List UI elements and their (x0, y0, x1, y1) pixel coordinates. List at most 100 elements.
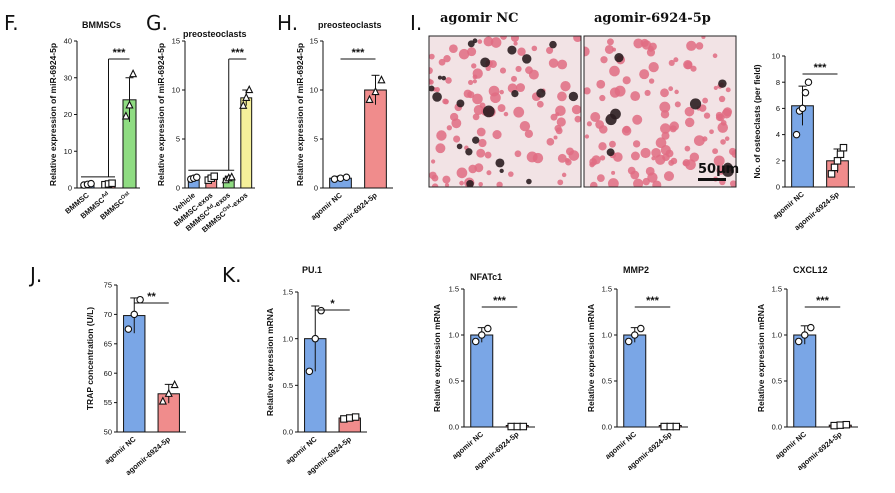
data-point (801, 88, 810, 97)
cell (510, 75, 517, 82)
cell (655, 137, 667, 149)
data-point (108, 179, 116, 187)
y-tick-label: 75 (104, 281, 112, 290)
y-tick-label: 1.0 (449, 331, 459, 340)
bar-1 (793, 334, 817, 428)
cell (471, 63, 477, 69)
data-point (245, 84, 254, 94)
data-point (660, 422, 668, 431)
cell (472, 113, 480, 121)
cell (490, 92, 501, 104)
cell (689, 152, 700, 162)
cell (633, 178, 644, 187)
panel-label-j: J. (28, 263, 42, 287)
data-point (477, 331, 486, 339)
cell (443, 54, 451, 63)
osteoclast (614, 52, 624, 63)
micrograph-section: agomir NC agomir-6924-5p 50μm (428, 11, 739, 188)
cell (630, 91, 641, 102)
cell (660, 123, 671, 134)
cell (600, 56, 608, 64)
data-point (842, 420, 851, 429)
cell (431, 183, 439, 187)
chart-title: BMMSCs (82, 20, 121, 30)
cell (565, 158, 570, 163)
y-tick-label: 0.0 (772, 423, 782, 432)
osteoclast (441, 75, 447, 81)
data-point (830, 421, 838, 430)
cell (596, 79, 606, 89)
cell (513, 106, 525, 118)
chart-k-cxcl12: 0.0 0.5 1.0 1.5 Relative expression mRNA CXCL… (756, 265, 858, 472)
cell (561, 172, 567, 178)
cell (442, 98, 449, 105)
cell (599, 125, 608, 134)
y-tick-label: 0.5 (602, 377, 612, 386)
osteoclast (610, 108, 621, 120)
cell (609, 87, 621, 98)
data-point (305, 367, 314, 376)
cell (496, 181, 503, 187)
y-tick-label: 1.0 (283, 334, 293, 343)
cell (513, 41, 518, 46)
y-tick-label: 30 (64, 73, 72, 82)
cell (446, 125, 452, 131)
y-tick-label: 5 (176, 135, 180, 144)
y-tick-label: 1.5 (772, 285, 782, 294)
cell (536, 100, 544, 108)
data-point (317, 306, 325, 315)
cell (453, 135, 461, 143)
cell (435, 143, 446, 154)
osteoclast (526, 178, 532, 185)
cell (660, 110, 670, 119)
y-tick-label: 60 (104, 369, 112, 378)
cell (574, 115, 581, 123)
cell (472, 68, 483, 79)
cell (639, 69, 650, 80)
cell (718, 95, 726, 103)
cell (571, 104, 581, 115)
chart-g-preosteoclasts: 0 5 10 15 Relative expression of miR-6924-5p… (156, 29, 255, 234)
cell (445, 77, 452, 84)
cell (514, 150, 522, 158)
category-label: agomir NC (309, 190, 344, 222)
data-point (839, 143, 848, 152)
data-point (311, 334, 319, 343)
cell (524, 129, 534, 138)
osteoclast (549, 40, 557, 49)
data-point (351, 413, 360, 421)
y-tick-label: 55 (104, 398, 112, 407)
y-tick-label: 0 (68, 184, 72, 193)
y-tick-label: 5 (314, 135, 318, 144)
cell (556, 117, 566, 127)
cell (429, 67, 433, 75)
cell (438, 58, 446, 66)
cell (632, 140, 641, 148)
cell (500, 36, 507, 40)
y-tick-label: 0 (776, 183, 780, 192)
osteoclast (495, 158, 505, 168)
cell (553, 135, 558, 140)
cell (702, 97, 709, 104)
panel-label-g: G. (146, 11, 168, 35)
y-tick-label: 0.0 (602, 423, 612, 432)
data-point (630, 331, 639, 339)
cell (492, 129, 502, 140)
data-point (128, 69, 138, 78)
chart-title: NFATc1 (470, 272, 502, 282)
osteoclast (480, 57, 491, 68)
data-point (800, 331, 809, 339)
panel-label-f: F. (4, 11, 19, 35)
osteoclast (568, 91, 579, 102)
data-point (365, 94, 374, 103)
cell (429, 171, 437, 180)
cell (548, 58, 559, 68)
data-point (158, 396, 167, 405)
cell (484, 151, 492, 159)
y-tick-label: 40 (64, 37, 72, 46)
osteoclast (472, 136, 480, 144)
y-tick-label: 10 (64, 147, 72, 156)
panel-label-k: K. (222, 263, 241, 287)
bar-4 (240, 97, 253, 189)
cell (489, 60, 497, 69)
